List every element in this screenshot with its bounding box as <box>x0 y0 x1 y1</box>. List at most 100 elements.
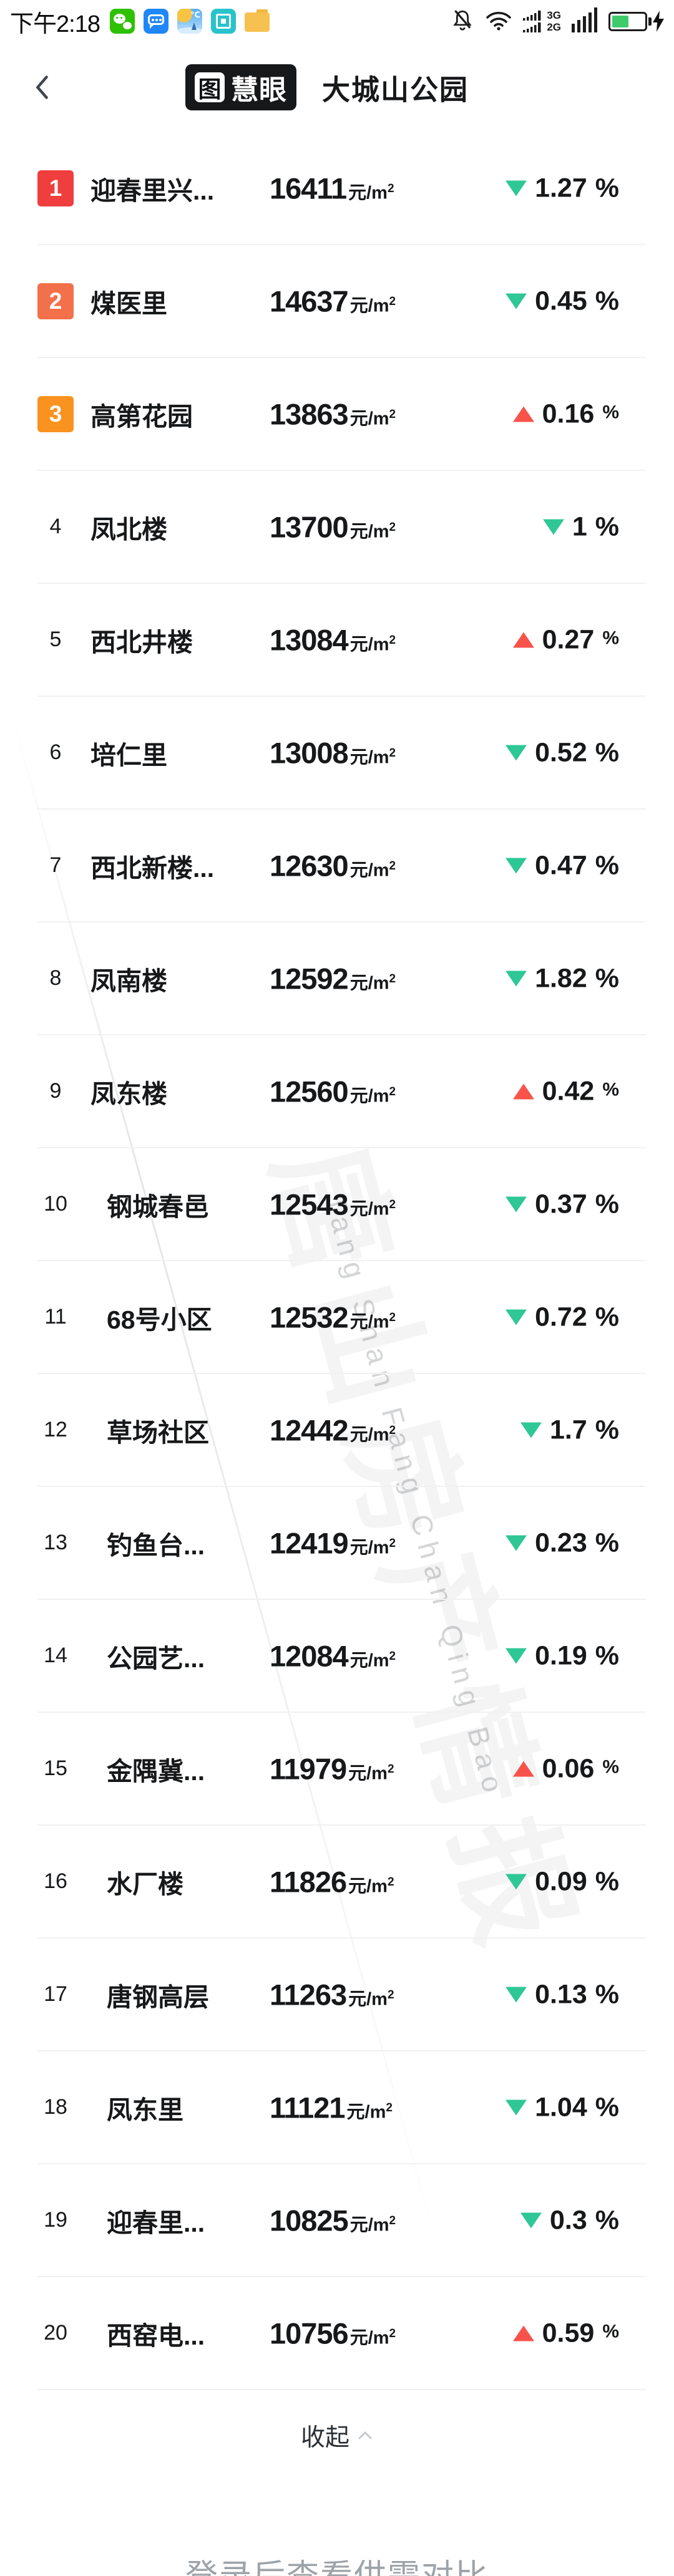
change-value: 0.72 <box>535 1302 587 1332</box>
item-price: 10756 元/m2 <box>270 2316 396 2350</box>
change-value: 0.23 <box>535 1528 587 1557</box>
item-name: 西北井楼 <box>90 627 193 657</box>
item-name: 迎春里兴... <box>90 176 215 205</box>
item-price: 13863 元/m2 <box>270 397 396 431</box>
rank-badge: 12 <box>44 1418 67 1441</box>
rank-badge: 11 <box>44 1305 67 1329</box>
signal-bars-icon <box>572 7 598 36</box>
triangle-down-icon <box>506 180 527 196</box>
price-value: 10825 <box>270 2204 349 2237</box>
triangle-down-icon <box>506 1648 527 1663</box>
weather-icon: ℃ <box>177 9 202 34</box>
price-unit: 元/m2 <box>348 182 394 203</box>
price-value: 11979 <box>270 1752 347 1785</box>
change-value: 0.42 <box>542 1076 595 1106</box>
rank-list-item[interactable]: 11 68号小区 12532 元/m2 0.72 % <box>37 1261 646 1374</box>
back-button[interactable] <box>27 70 57 105</box>
rank-list-item[interactable]: 19 迎春里... 10825 元/m2 0.3 % <box>37 2164 646 2277</box>
rank-list-item[interactable]: 2 煤医里 14637 元/m2 0.45 % <box>37 245 646 358</box>
item-price: 11263 元/m2 <box>270 1977 394 2012</box>
triangle-down-icon <box>506 2099 527 2115</box>
item-name: 煤医里 <box>90 289 167 318</box>
rank-list-item[interactable]: 6 培仁里 13008 元/m2 0.52 % <box>37 697 646 810</box>
rank-list-item[interactable]: 1 迎春里兴... 16411 元/m2 1.27 % <box>37 132 646 245</box>
rank-list-item[interactable]: 7 西北新楼... 12630 元/m2 0.47 % <box>37 810 646 922</box>
percent-sign: % <box>595 2092 619 2122</box>
price-rank-list: 1 迎春里兴... 16411 元/m2 1.27 % 2 煤医里 14637 元/… <box>37 132 646 2390</box>
rank-list-item[interactable]: 17 唐钢高层 11263 元/m2 0.13 % <box>37 1939 646 2051</box>
item-name: 草场社区 <box>107 1418 209 1447</box>
item-price: 11826 元/m2 <box>270 1864 394 1899</box>
triangle-down-icon <box>520 1422 542 1438</box>
change-value: 1.82 <box>535 963 587 993</box>
change-indicator: 0.47 % <box>506 850 619 881</box>
item-price: 13008 元/m2 <box>270 735 396 770</box>
battery-level <box>612 15 628 27</box>
wechat-icon <box>109 9 135 34</box>
rank-list-item[interactable]: 3 高第花园 13863 元/m2 0.16 % <box>37 358 646 471</box>
change-indicator: 0.09 % <box>506 1866 619 1897</box>
rank-list-item[interactable]: 20 西窑电... 10756 元/m2 0.59 % <box>37 2277 646 2390</box>
wifi-icon <box>485 9 512 34</box>
change-value: 0.59 <box>542 2318 595 2348</box>
price-value: 13084 <box>270 623 349 656</box>
rank-badge: 13 <box>44 1531 67 1554</box>
percent-sign: % <box>595 963 619 993</box>
rank-list-item[interactable]: 5 西北井楼 13084 元/m2 0.27 % <box>37 584 646 697</box>
price-value: 12532 <box>270 1300 349 1334</box>
percent-sign: % <box>602 1756 619 1778</box>
price-unit: 元/m2 <box>349 633 396 654</box>
chevron-left-icon <box>36 75 48 99</box>
price-value: 12543 <box>270 1188 349 1221</box>
change-indicator: 0.52 % <box>506 737 619 768</box>
rank-list-item[interactable]: 12 草场社区 12442 元/m2 1.7 % <box>37 1374 646 1487</box>
triangle-down-icon <box>506 1535 527 1551</box>
rank-list-item[interactable]: 9 凤东楼 12560 元/m2 0.42 % <box>37 1035 646 1148</box>
change-value: 0.09 <box>535 1866 587 1896</box>
percent-sign: % <box>595 1189 619 1219</box>
item-price: 12419 元/m2 <box>270 1526 396 1560</box>
collapse-button[interactable]: 收起 <box>0 2390 674 2481</box>
price-unit: 元/m2 <box>349 1536 396 1557</box>
change-indicator: 0.72 % <box>506 1302 619 1332</box>
rank-list-item[interactable]: 15 金隅冀... 11979 元/m2 0.06 % <box>37 1713 646 1826</box>
item-name: 培仁里 <box>90 740 167 770</box>
message-icon <box>143 9 168 34</box>
rank-badge: 15 <box>44 1756 67 1780</box>
item-name: 凤东楼 <box>90 1079 167 1108</box>
header: 图 慧眼 大城山公园 <box>0 42 674 132</box>
item-price: 16411 元/m2 <box>270 171 394 205</box>
login-hint[interactable]: 登录后查看供需对比 <box>0 2550 674 2576</box>
item-name: 凤南楼 <box>90 966 167 995</box>
price-value: 11826 <box>270 1865 347 1898</box>
rank-list-item[interactable]: 16 水厂楼 11826 元/m2 0.09 % <box>37 1826 646 1939</box>
page-title: 大城山公园 <box>322 74 469 106</box>
rank-list-item[interactable]: 8 凤南楼 12592 元/m2 1.82 % <box>37 922 646 1035</box>
price-value: 12442 <box>270 1413 349 1446</box>
rank-list-item[interactable]: 10 钢城春邑 12543 元/m2 0.37 % <box>37 1148 646 1261</box>
item-price: 14637 元/m2 <box>270 284 396 318</box>
notification-app-icons: ℃ <box>109 9 270 34</box>
triangle-down-icon <box>506 1309 527 1325</box>
rank-list-item[interactable]: 4 凤北楼 13700 元/m2 1 % <box>37 471 646 584</box>
rank-list-item[interactable]: 18 凤东里 11121 元/m2 1.04 % <box>37 2051 646 2164</box>
item-price: 11979 元/m2 <box>270 1751 394 1786</box>
price-unit: 元/m2 <box>349 746 396 767</box>
item-name: 凤北楼 <box>90 515 167 544</box>
item-price: 12532 元/m2 <box>270 1300 396 1334</box>
item-name: 西窑电... <box>107 2321 205 2350</box>
change-indicator: 1.7 % <box>520 1415 619 1445</box>
change-value: 1.27 <box>535 173 587 203</box>
percent-sign: % <box>595 1302 619 1332</box>
item-name: 唐钢高层 <box>107 1982 209 2012</box>
percent-sign: % <box>595 1979 619 2009</box>
rank-badge: 16 <box>44 1869 67 1893</box>
triangle-up-icon <box>512 2325 534 2341</box>
item-name: 水厂楼 <box>107 1869 183 1899</box>
rank-list-item[interactable]: 13 钓鱼台... 12419 元/m2 0.23 % <box>37 1487 646 1600</box>
item-name: 钢城春邑 <box>107 1192 209 1221</box>
rank-badge: 1 <box>37 170 74 206</box>
rank-list-item[interactable]: 14 公园艺... 12084 元/m2 0.19 % <box>37 1600 646 1713</box>
price-unit: 元/m2 <box>348 1762 394 1783</box>
item-price: 12592 元/m2 <box>270 961 396 995</box>
